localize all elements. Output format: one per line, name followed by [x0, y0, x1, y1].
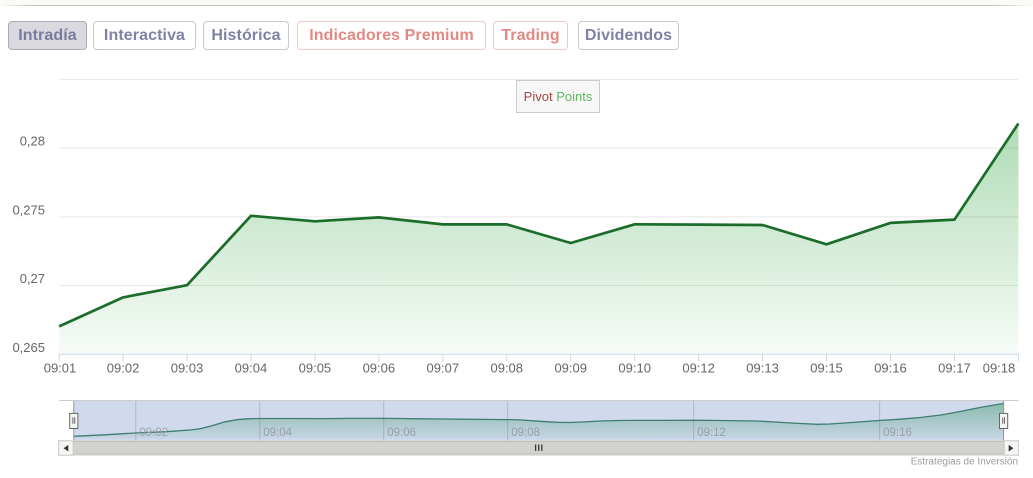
svg-text:0,265: 0,265 [12, 340, 45, 355]
svg-text:09:01: 09:01 [44, 361, 77, 376]
svg-text:09:08: 09:08 [490, 361, 523, 376]
svg-text:0,27: 0,27 [20, 271, 45, 286]
svg-text:09:02: 09:02 [107, 361, 140, 376]
svg-text:09:10: 09:10 [618, 361, 651, 376]
svg-text:09:05: 09:05 [299, 361, 332, 376]
svg-text:09:13: 09:13 [746, 361, 779, 376]
svg-text:09:17: 09:17 [938, 361, 971, 376]
svg-text:09:04: 09:04 [235, 361, 268, 376]
svg-text:09:09: 09:09 [554, 361, 587, 376]
svg-text:09:15: 09:15 [810, 361, 843, 376]
svg-text:0,28: 0,28 [20, 133, 45, 148]
svg-text:0,275: 0,275 [12, 202, 45, 217]
svg-text:09:16: 09:16 [874, 361, 907, 376]
svg-text:09:06: 09:06 [387, 427, 416, 439]
svg-text:Estrategias de Inversión: Estrategias de Inversión [911, 457, 1018, 468]
svg-text:09:12: 09:12 [682, 361, 715, 376]
svg-text:09:04: 09:04 [263, 427, 292, 439]
svg-text:09:12: 09:12 [697, 427, 726, 439]
svg-text:09:08: 09:08 [511, 427, 540, 439]
svg-text:09:03: 09:03 [171, 361, 204, 376]
svg-text:09:16: 09:16 [883, 427, 912, 439]
svg-text:09:07: 09:07 [427, 361, 460, 376]
svg-text:09:18: 09:18 [983, 361, 1016, 376]
svg-text:09:02: 09:02 [139, 427, 168, 439]
svg-text:09:06: 09:06 [363, 361, 396, 376]
